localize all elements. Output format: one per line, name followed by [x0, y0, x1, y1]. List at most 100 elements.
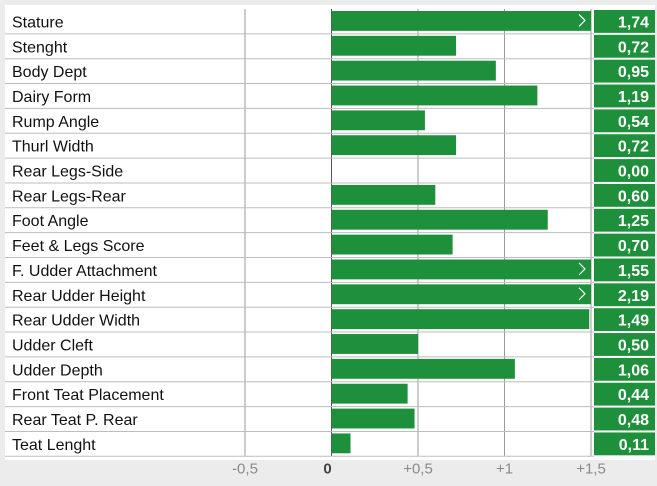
bar [331, 259, 591, 280]
chart-row: Rump Angle 0,54 [5, 109, 655, 134]
chart-row: Teat Lenght 0,11 [5, 432, 655, 457]
value-box [594, 159, 655, 182]
category-label: Rear Udder Height [12, 288, 146, 305]
bar [331, 309, 590, 330]
value-label: 0,44 [618, 387, 649, 404]
chart-row: Rear Legs-Rear 0,60 [5, 183, 655, 209]
category-label: F. Udder Attachment [12, 263, 158, 280]
value-box [594, 208, 655, 232]
value-label: 0,54 [618, 114, 649, 131]
value-box [594, 258, 655, 282]
x-axis-ticks: -0,5 0 +0,5 +1 +1,5 [232, 460, 606, 477]
overflow-marker [578, 262, 586, 276]
value-box [594, 283, 655, 307]
bar [331, 110, 425, 131]
chart-row: Rear Udder Height 2,19 [5, 283, 655, 308]
overflow-marker [578, 14, 586, 27]
bar [331, 383, 408, 404]
bar [331, 234, 453, 255]
value-box [594, 308, 655, 332]
chart-row: Thurl Width 0,72 [5, 134, 655, 159]
bar [331, 284, 591, 305]
category-label: Rump Angle [12, 114, 99, 131]
category-label: Stature [12, 14, 64, 31]
value-label: 1,06 [618, 362, 649, 379]
category-label: Stenght [12, 39, 68, 56]
value-label: 0,11 [619, 437, 649, 454]
value-box [594, 10, 655, 33]
category-label: Rear Legs-Side [12, 164, 123, 181]
x-tick-label: +1 [496, 460, 513, 477]
chart-row: Rear Teat P. Rear 0,48 [5, 407, 655, 432]
category-label: Rear Udder Width [12, 313, 140, 330]
value-box [594, 109, 655, 133]
value-label: 0,50 [618, 337, 649, 354]
chart-row: Rear Legs-Side 0,00 [5, 159, 655, 184]
value-label: 1,74 [618, 14, 649, 31]
chart-rows: Stature 1,74 Stenght 0,72 Body Dept 0,95 Dairy… [5, 10, 655, 457]
value-label: 2,19 [618, 288, 649, 305]
bar [331, 433, 351, 454]
bar [331, 85, 538, 106]
category-label: Rear Teat P. Rear [12, 412, 138, 429]
category-label: Dairy Form [12, 89, 91, 106]
chart-row: Feet & Legs Score 0,70 [5, 233, 655, 258]
chart-row: Stenght 0,72 [5, 34, 655, 60]
value-box [594, 407, 655, 431]
value-label: 1,19 [618, 89, 649, 106]
value-box [594, 432, 655, 456]
bar [331, 209, 548, 230]
chart-row: Udder Cleft 0,50 [5, 333, 655, 358]
chart-row: Body Dept 0,95 [5, 59, 655, 85]
value-box [594, 233, 655, 257]
bar [331, 135, 457, 156]
value-box [594, 59, 655, 83]
chart-row: Dairy Form 1,19 [5, 84, 655, 109]
x-tick-label: +1,5 [576, 460, 606, 477]
category-label: Udder Depth [12, 362, 103, 379]
value-label: 1,25 [618, 213, 649, 230]
category-label: Front Teat Placement [12, 387, 164, 404]
value-label: 0,95 [618, 64, 649, 81]
bar [331, 408, 415, 429]
bar [331, 334, 418, 354]
value-label: 0,48 [618, 412, 649, 429]
value-box [594, 183, 655, 207]
category-label: Feet & Legs Score [12, 238, 145, 255]
bar [331, 60, 496, 81]
x-tick-label: 0 [323, 460, 331, 477]
chart-row: F. Udder Attachment 1,55 [5, 258, 655, 283]
category-label: Udder Cleft [12, 337, 93, 354]
category-label: Thurl Width [12, 139, 94, 156]
x-tick-label: +0,5 [403, 460, 433, 477]
value-label: 0,72 [618, 39, 649, 56]
value-box [594, 34, 655, 58]
value-box [594, 134, 655, 158]
chart-row: Front Teat Placement 0,44 [5, 382, 655, 408]
value-label: 0,70 [618, 238, 649, 255]
chart-row: Udder Depth 1,06 [5, 357, 655, 383]
category-label: Rear Legs-Rear [12, 188, 127, 205]
chart-row: Rear Udder Width 1,49 [5, 308, 655, 333]
category-label: Body Dept [12, 64, 87, 81]
chart-row: Stature 1,74 [5, 10, 655, 35]
category-label: Foot Angle [12, 213, 89, 230]
value-box [594, 382, 655, 406]
bar [331, 35, 457, 56]
value-label: 1,49 [618, 313, 649, 330]
bar [331, 358, 515, 379]
overflow-marker [578, 287, 586, 301]
value-label: 0,00 [618, 164, 649, 181]
chart-row: Foot Angle 1,25 [5, 208, 655, 234]
x-tick-label: -0,5 [232, 460, 258, 477]
bar [331, 184, 436, 205]
value-box [594, 84, 655, 108]
value-label: 0,72 [618, 139, 649, 156]
value-box [594, 357, 655, 381]
bar [331, 11, 591, 31]
value-label: 0,60 [618, 188, 649, 205]
value-label: 1,55 [618, 263, 649, 280]
category-label: Teat Lenght [12, 437, 96, 454]
value-box [594, 333, 655, 356]
